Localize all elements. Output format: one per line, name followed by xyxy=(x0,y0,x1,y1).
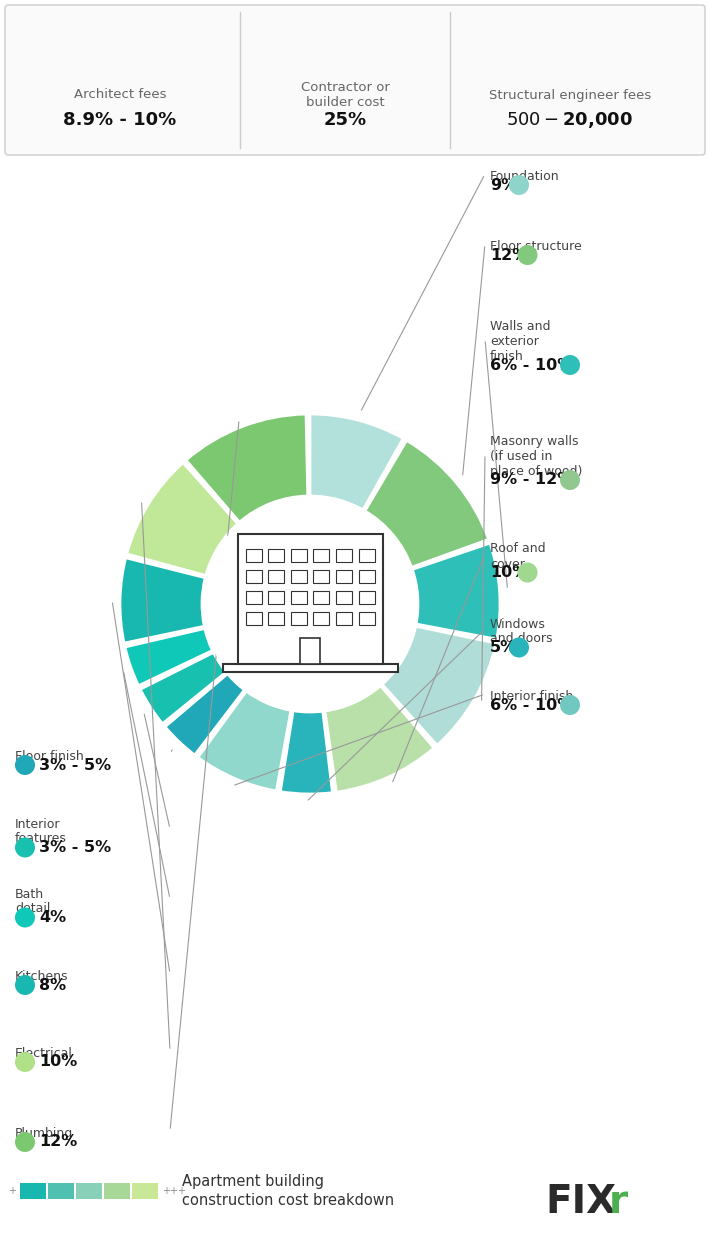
Text: 5%: 5% xyxy=(490,639,517,656)
Text: Structural engineer fees: Structural engineer fees xyxy=(489,88,651,102)
Text: +++: +++ xyxy=(162,1186,186,1195)
Circle shape xyxy=(518,562,537,582)
Bar xyxy=(246,549,261,562)
Wedge shape xyxy=(310,414,403,510)
Wedge shape xyxy=(365,440,488,567)
Text: 6% - 10%: 6% - 10% xyxy=(490,357,573,372)
Text: 12%: 12% xyxy=(490,248,528,262)
Wedge shape xyxy=(186,414,307,522)
Text: Foundation: Foundation xyxy=(490,170,559,183)
Bar xyxy=(246,570,261,583)
Text: 8.9% - 10%: 8.9% - 10% xyxy=(63,111,177,129)
Bar xyxy=(48,1183,74,1199)
Wedge shape xyxy=(125,628,212,685)
Text: Masonry walls
(if used in
place of wood): Masonry walls (if used in place of wood) xyxy=(490,435,582,478)
Bar xyxy=(290,612,307,624)
Bar xyxy=(359,549,374,562)
Wedge shape xyxy=(140,653,226,724)
Text: Interior
features: Interior features xyxy=(15,817,67,846)
Text: 9% - 12%: 9% - 12% xyxy=(490,473,573,488)
Bar xyxy=(268,570,284,583)
Wedge shape xyxy=(165,674,244,755)
Text: Electrical: Electrical xyxy=(15,1047,73,1060)
Circle shape xyxy=(560,355,580,374)
Text: Interior finish: Interior finish xyxy=(490,690,573,703)
Circle shape xyxy=(15,1132,35,1152)
Text: Windows
and doors: Windows and doors xyxy=(490,617,552,646)
Wedge shape xyxy=(413,544,500,639)
Bar xyxy=(336,570,352,583)
Bar xyxy=(313,612,329,624)
Bar xyxy=(132,1183,158,1199)
Circle shape xyxy=(15,837,35,857)
Bar xyxy=(246,612,261,624)
Wedge shape xyxy=(126,463,238,576)
Wedge shape xyxy=(280,710,332,794)
Text: Bath
detail: Bath detail xyxy=(15,887,50,916)
Text: 10%: 10% xyxy=(39,1055,77,1070)
Bar xyxy=(222,664,398,672)
Bar xyxy=(359,570,374,583)
Bar xyxy=(268,612,284,624)
Circle shape xyxy=(203,498,417,712)
Bar xyxy=(336,549,352,562)
Text: 3% - 5%: 3% - 5% xyxy=(39,840,111,855)
Text: Apartment building
construction cost breakdown: Apartment building construction cost bre… xyxy=(182,1173,394,1208)
Bar xyxy=(20,1183,46,1199)
Text: 4%: 4% xyxy=(39,911,66,926)
Bar xyxy=(104,1183,130,1199)
Bar xyxy=(336,612,352,624)
Wedge shape xyxy=(198,692,291,791)
Circle shape xyxy=(518,245,537,265)
Text: 9%: 9% xyxy=(490,178,517,193)
Bar xyxy=(290,549,307,562)
Bar xyxy=(359,591,374,605)
Bar xyxy=(268,591,284,605)
Text: r: r xyxy=(609,1183,628,1222)
Circle shape xyxy=(15,908,35,928)
Text: Floor finish: Floor finish xyxy=(15,750,84,763)
Bar xyxy=(268,549,284,562)
Circle shape xyxy=(509,637,529,658)
Circle shape xyxy=(15,755,35,775)
Bar xyxy=(313,549,329,562)
Text: Plumbing: Plumbing xyxy=(15,1127,73,1140)
FancyBboxPatch shape xyxy=(5,5,705,156)
Bar xyxy=(76,1183,102,1199)
Text: FIX: FIX xyxy=(545,1183,616,1222)
Bar xyxy=(290,570,307,583)
Bar xyxy=(300,638,320,664)
Text: 25%: 25% xyxy=(324,111,366,129)
Bar xyxy=(238,534,383,664)
Text: 10%: 10% xyxy=(490,565,528,580)
Text: 6% - 10%: 6% - 10% xyxy=(490,698,573,713)
Text: Kitchens: Kitchens xyxy=(15,970,68,983)
Wedge shape xyxy=(120,557,205,643)
Circle shape xyxy=(15,975,35,995)
Text: Roof and
cover: Roof and cover xyxy=(490,542,545,571)
Bar xyxy=(246,591,261,605)
Text: Contractor or
builder cost: Contractor or builder cost xyxy=(300,81,390,109)
Circle shape xyxy=(560,470,580,490)
Bar xyxy=(313,591,329,605)
Circle shape xyxy=(560,695,580,715)
Text: Walls and
exterior
finish: Walls and exterior finish xyxy=(490,320,550,363)
Text: +: + xyxy=(8,1186,16,1195)
Wedge shape xyxy=(325,685,434,792)
Text: Architect fees: Architect fees xyxy=(74,88,166,102)
Circle shape xyxy=(15,1052,35,1072)
Text: 12%: 12% xyxy=(39,1135,77,1149)
Bar xyxy=(313,570,329,583)
Text: Floor structure: Floor structure xyxy=(490,240,581,253)
Text: $500 - $20,000: $500 - $20,000 xyxy=(506,109,633,131)
Bar xyxy=(336,591,352,605)
Text: 8%: 8% xyxy=(39,978,66,993)
Circle shape xyxy=(509,175,529,195)
Wedge shape xyxy=(382,626,496,745)
Text: 3% - 5%: 3% - 5% xyxy=(39,758,111,773)
Bar xyxy=(359,612,374,624)
Bar xyxy=(290,591,307,605)
